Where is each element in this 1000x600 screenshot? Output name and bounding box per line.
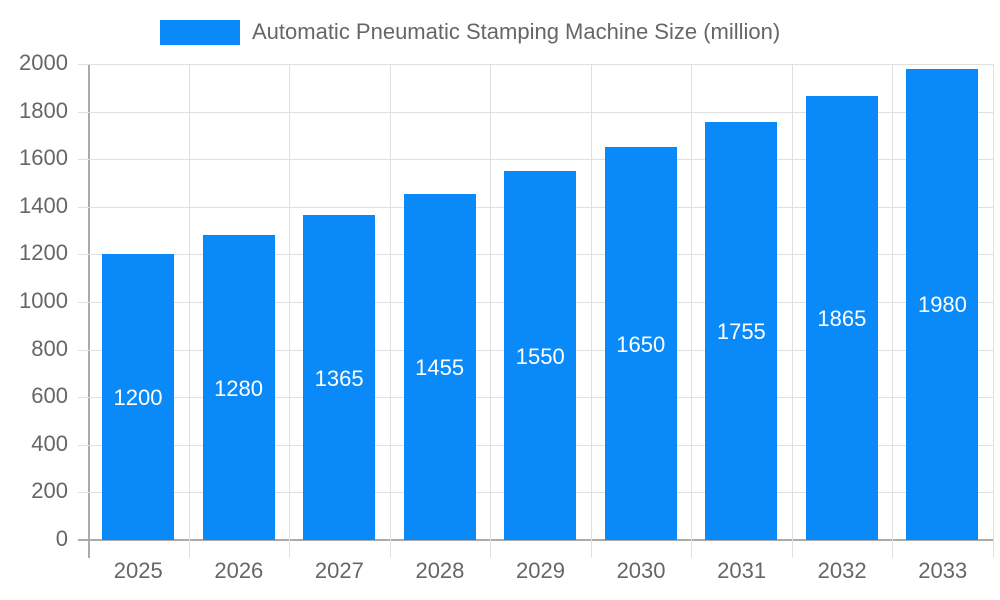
y-tick-label: 2000 bbox=[19, 50, 68, 75]
y-axis-line bbox=[88, 64, 90, 558]
bar-2029[interactable]: 1550 bbox=[504, 171, 577, 540]
bar-value-label: 1455 bbox=[415, 354, 465, 380]
bar-2032[interactable]: 1865 bbox=[805, 96, 878, 540]
y-tick-label: 400 bbox=[31, 430, 68, 456]
bar-2030[interactable]: 1650 bbox=[604, 147, 677, 540]
v-gridline bbox=[993, 64, 994, 558]
chart-legend[interactable]: Automatic Pneumatic Stamping Machine Siz… bbox=[160, 19, 780, 45]
v-gridline bbox=[792, 64, 793, 558]
v-gridline bbox=[490, 64, 491, 558]
y-tick-label: 1400 bbox=[19, 192, 68, 218]
plot-area: 0 200 400 600 800 1000 1200 1400 1600 1800 2000 120… bbox=[19, 52, 994, 558]
bar-2028[interactable]: 1455 bbox=[403, 193, 476, 540]
h-gridline bbox=[78, 159, 993, 161]
bar-value-label: 1550 bbox=[515, 343, 565, 369]
bar-value-label: 1980 bbox=[917, 292, 967, 318]
y-tick-label: 0 bbox=[55, 526, 68, 551]
legend-swatch bbox=[160, 19, 240, 45]
x-tick-label: 2026 bbox=[214, 558, 264, 583]
x-tick-label: 2029 bbox=[516, 558, 565, 583]
x-tick-label: 2028 bbox=[415, 558, 465, 583]
bar-value-label: 1650 bbox=[616, 331, 666, 357]
v-gridline bbox=[289, 64, 290, 558]
x-tick-label: 2025 bbox=[113, 558, 163, 583]
bar-value-label: 1865 bbox=[817, 306, 867, 332]
y-tick-label: 1600 bbox=[19, 145, 68, 171]
h-gridline bbox=[78, 64, 993, 65]
bar-value-label: 1200 bbox=[113, 385, 163, 411]
x-tick-label: 2027 bbox=[314, 558, 364, 583]
bar-value-label: 1755 bbox=[716, 319, 766, 345]
bar-2031[interactable]: 1755 bbox=[705, 122, 778, 540]
bar-value-label: 1365 bbox=[314, 365, 364, 391]
y-tick-label: 1800 bbox=[19, 97, 68, 123]
y-tick-label: 1000 bbox=[19, 288, 68, 313]
bar-2026[interactable]: 1280 bbox=[202, 235, 275, 540]
bar-value-label: 1280 bbox=[214, 375, 264, 401]
h-gridline bbox=[78, 111, 993, 113]
v-gridline bbox=[390, 64, 391, 558]
y-tick-label: 200 bbox=[31, 478, 68, 504]
v-gridline bbox=[691, 64, 692, 558]
legend-label: Automatic Pneumatic Stamping Machine Siz… bbox=[252, 19, 781, 44]
bar-2033[interactable]: 1980 bbox=[906, 68, 979, 540]
v-gridline bbox=[189, 64, 190, 558]
y-tick-label: 800 bbox=[31, 335, 68, 361]
v-gridline bbox=[591, 64, 592, 558]
x-tick-label: 2033 bbox=[918, 558, 968, 583]
x-tick-label: 2030 bbox=[616, 558, 666, 583]
y-tick-label: 600 bbox=[31, 383, 68, 409]
x-tick-label: 2031 bbox=[717, 558, 767, 583]
x-tick-label: 2032 bbox=[817, 558, 867, 583]
bar-2027[interactable]: 1365 bbox=[303, 215, 376, 540]
v-gridline bbox=[892, 64, 893, 558]
y-tick-label: 1200 bbox=[19, 240, 68, 266]
bar-2025[interactable]: 1200 bbox=[102, 254, 174, 540]
x-axis-line bbox=[78, 539, 993, 541]
